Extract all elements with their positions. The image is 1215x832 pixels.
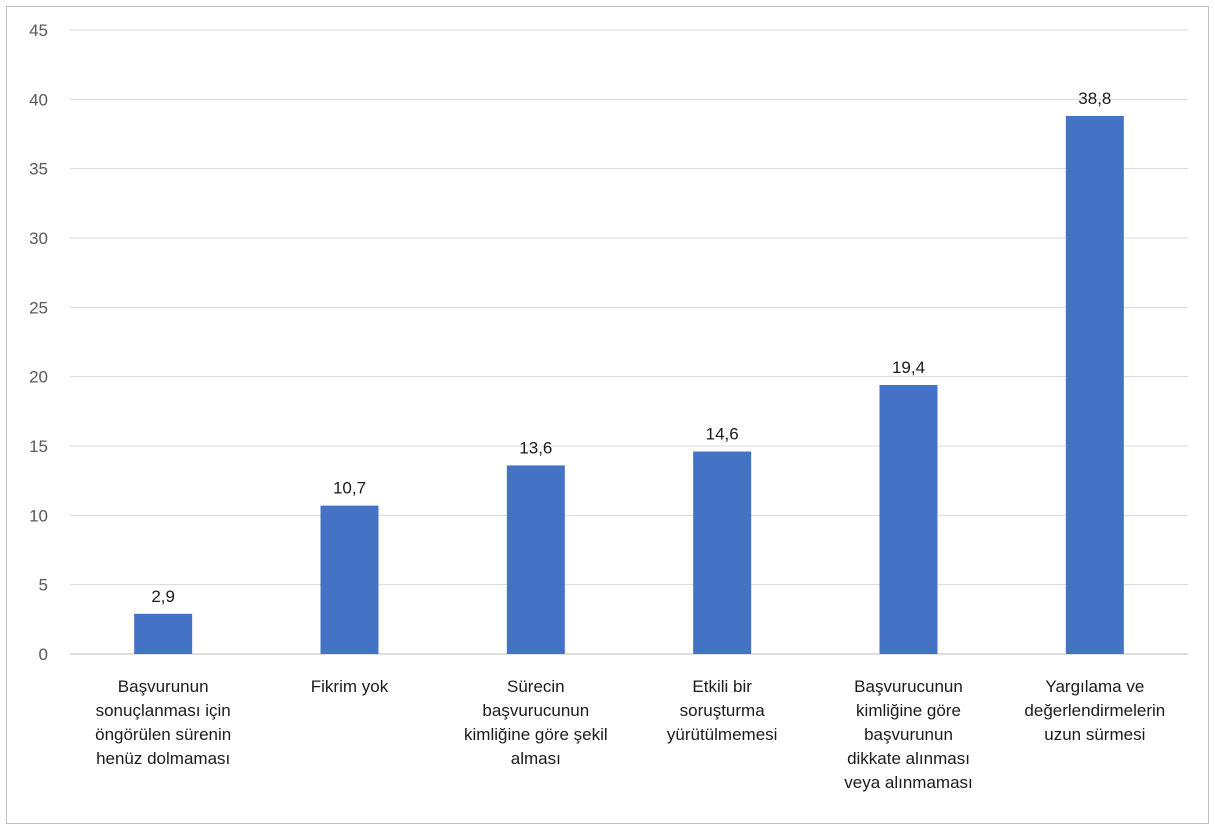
category-label-line: Fikrim yok <box>311 677 389 696</box>
data-label: 10,7 <box>333 479 366 498</box>
bar-3 <box>693 451 752 654</box>
bar-5 <box>1065 115 1124 655</box>
category-label-line: Başvurunun <box>118 677 209 696</box>
category-label-line: öngörülen sürenin <box>95 725 231 744</box>
y-tick-label: 40 <box>29 90 48 109</box>
bar-1 <box>320 505 379 654</box>
category-label-line: yürütülmemesi <box>667 725 778 744</box>
y-tick-label: 15 <box>29 437 48 456</box>
category-label: Yargılama ve değerlendirmelerin uzun sürme… <box>1024 677 1165 744</box>
category-label-line: sonuçlanması için <box>96 701 231 720</box>
category-label: Başvurunun sonuçlanması için öngörülen sür… <box>95 677 231 768</box>
y-tick-label: 30 <box>29 229 48 248</box>
category-label-line: Yargılama ve <box>1045 677 1144 696</box>
chart-frame <box>6 6 1209 824</box>
category-label-line: henüz dolmaması <box>96 749 230 768</box>
data-label: 14,6 <box>706 425 739 444</box>
data-label: 13,6 <box>519 438 552 457</box>
category-label-line: başvurunun <box>864 725 953 744</box>
bar-2 <box>506 465 565 654</box>
data-label: 38,8 <box>1078 89 1111 108</box>
y-tick-label: 20 <box>29 368 48 387</box>
y-tick-label: 25 <box>29 298 48 317</box>
category-label-line: başvurucunun <box>482 701 589 720</box>
bar-0 <box>134 613 193 654</box>
y-tick-label: 5 <box>39 576 48 595</box>
category-label-line: dikkate alınması <box>847 749 970 768</box>
bar-4 <box>879 384 938 654</box>
category-label: Sürecin başvurucunun kimliğine göre şekil a… <box>464 677 608 768</box>
category-label-line: Etkili bir <box>692 677 752 696</box>
category-label-line: kimliğine göre <box>856 701 961 720</box>
category-label: Başvurucunun kimliğine göre başvurunun dikk… <box>844 677 973 792</box>
category-label-line: Sürecin <box>507 677 565 696</box>
category-label-line: uzun sürmesi <box>1044 725 1145 744</box>
category-label-line: veya alınmaması <box>844 773 973 792</box>
data-label: 2,9 <box>151 587 175 606</box>
y-tick-label: 35 <box>29 160 48 179</box>
category-label-line: alması <box>511 749 561 768</box>
category-label: Fikrim yok <box>311 677 389 696</box>
y-tick-label: 0 <box>39 645 48 664</box>
y-tick-label: 10 <box>29 506 48 525</box>
category-label-line: kimliğine göre şekil <box>464 725 608 744</box>
category-label-line: Başvurucunun <box>854 677 963 696</box>
category-label-line: değerlendirmelerin <box>1024 701 1165 720</box>
category-label: Etkili bir soruşturma yürütülmemesi <box>667 677 778 744</box>
data-label: 19,4 <box>892 358 925 377</box>
y-tick-label: 45 <box>29 21 48 40</box>
category-label-line: soruşturma <box>680 701 766 720</box>
